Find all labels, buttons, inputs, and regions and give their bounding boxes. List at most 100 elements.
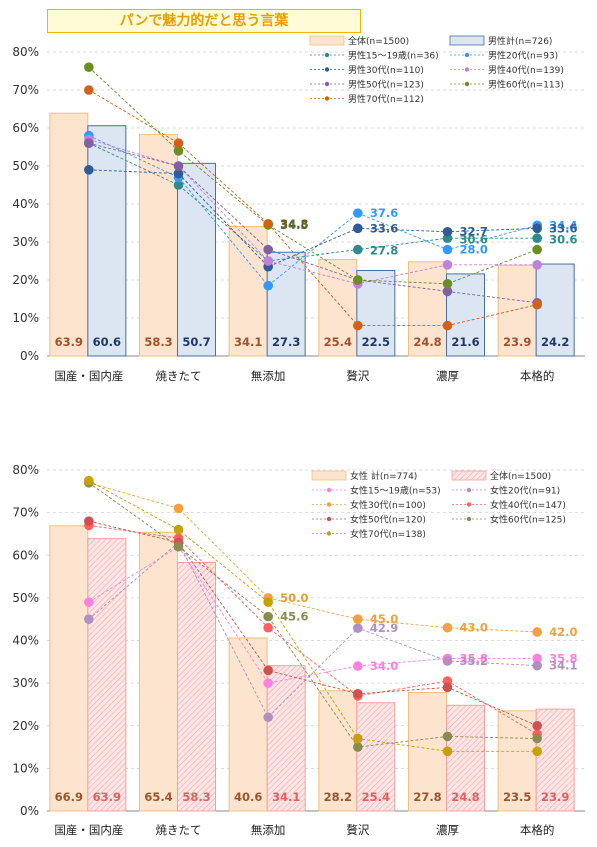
series-point xyxy=(263,665,273,676)
series-point xyxy=(263,244,273,255)
category-label: 無添加 xyxy=(251,369,286,383)
point-annotation: 35.2 xyxy=(460,654,488,668)
series-point xyxy=(263,597,273,607)
legend-label: 全体(n=1500) xyxy=(490,470,551,482)
series-point xyxy=(353,320,363,331)
bar-value-label: 34.1 xyxy=(234,335,262,349)
series-point xyxy=(84,516,94,526)
series-point xyxy=(84,165,94,175)
point-annotation: 34.4 xyxy=(549,218,577,232)
bar xyxy=(356,702,396,812)
point-annotation: 35.8 xyxy=(549,651,577,665)
series-point xyxy=(84,597,94,607)
bar xyxy=(87,538,127,812)
bar-value-label: 21.6 xyxy=(451,335,479,349)
bar xyxy=(408,261,447,357)
y-tick-label: 0% xyxy=(20,349,39,363)
bar-value-label: 27.3 xyxy=(272,335,300,349)
y-tick-label: 60% xyxy=(12,548,39,562)
legend-label: 男性70代(n=112) xyxy=(348,93,424,105)
series-point xyxy=(173,146,184,156)
legend-label: 男性計(n=726) xyxy=(488,35,552,47)
legend: 女性 計(n=774) 全体(n=1500) 女性15～19歳(n=53) 女性20代… xyxy=(311,470,566,540)
y-tick-label: 20% xyxy=(12,273,39,287)
bar xyxy=(497,710,537,812)
series-point xyxy=(532,299,542,310)
series-line xyxy=(88,135,538,287)
series-point xyxy=(173,138,184,148)
legend-marker xyxy=(464,52,470,58)
series-line xyxy=(88,480,538,752)
legend-label: 女性40代(n=147) xyxy=(490,499,566,511)
legend-marker xyxy=(326,487,332,493)
series-point xyxy=(173,524,184,535)
point-annotation: 34.8 xyxy=(280,217,308,231)
legend-label: 女性20代(n=91) xyxy=(490,485,560,497)
legend-label: 男性50代(n=123) xyxy=(348,79,424,91)
bar-value-label: 50.7 xyxy=(182,335,210,349)
point-annotation: 50.0 xyxy=(280,591,308,605)
series-line xyxy=(88,66,538,285)
y-tick-label: 80% xyxy=(12,463,39,477)
y-tick-label: 0% xyxy=(20,804,39,818)
bar xyxy=(535,708,575,812)
legend-marker xyxy=(324,52,330,58)
bar xyxy=(446,273,485,357)
bar xyxy=(177,162,216,357)
bar xyxy=(408,692,447,812)
legend-marker xyxy=(466,516,472,522)
legend-label: 全体(n=1500) xyxy=(348,35,409,47)
bar-value-label: 23.5 xyxy=(503,790,531,804)
category-label: 国産・国内産 xyxy=(54,823,123,837)
point-annotation: 28.0 xyxy=(460,243,488,257)
point-annotation: 35.8 xyxy=(460,651,488,665)
bar-value-label: 40.6 xyxy=(234,790,262,804)
legend: 全体(n=1500) 男性計(n=726) 男性15～19歳(n=36) 男性20代(… xyxy=(309,35,564,105)
legend-marker xyxy=(326,531,332,536)
legend-marker xyxy=(324,81,330,87)
y-tick-label: 20% xyxy=(12,719,39,733)
bar xyxy=(139,133,178,357)
category-label: 本格的 xyxy=(520,369,555,383)
legend-label: 男性40代(n=139) xyxy=(488,64,564,76)
series-point xyxy=(263,712,273,723)
point-annotation: 30.6 xyxy=(460,233,488,247)
series-point xyxy=(263,678,273,688)
bar-value-label: 65.4 xyxy=(144,790,172,804)
y-tick-label: 30% xyxy=(12,676,39,690)
point-annotation: 42.9 xyxy=(370,621,398,635)
series-point xyxy=(532,733,542,744)
category-label: 国産・国内産 xyxy=(54,369,123,383)
bar-value-label: 34.1 xyxy=(272,790,300,804)
series-point xyxy=(442,320,453,331)
series-point xyxy=(173,180,184,190)
series-point xyxy=(353,688,363,699)
series-point xyxy=(442,731,453,742)
bar-value-label: 58.3 xyxy=(144,335,172,349)
legend-label: 女性60代(n=125) xyxy=(490,514,566,526)
y-tick-label: 10% xyxy=(12,761,39,775)
bar xyxy=(177,561,216,812)
series-point xyxy=(84,138,94,148)
category-label: 贅沢 xyxy=(346,823,369,837)
series-point xyxy=(263,280,273,291)
series-line xyxy=(88,89,538,327)
legend-label: 女性70代(n=138) xyxy=(350,528,426,540)
legend-label: 男性15～19歳(n=36) xyxy=(348,50,439,62)
bar xyxy=(266,665,306,812)
legend-marker xyxy=(324,67,330,72)
category-label: 焼きたて xyxy=(156,823,202,837)
series-point xyxy=(442,746,453,757)
series-point xyxy=(442,656,453,666)
legend-marker xyxy=(464,67,470,72)
point-annotation: 33.6 xyxy=(370,221,398,235)
bar xyxy=(228,637,268,812)
series-point xyxy=(353,742,363,752)
category-label: 無添加 xyxy=(251,823,286,837)
y-tick-label: 40% xyxy=(12,197,39,211)
bar-value-label: 24.8 xyxy=(413,335,441,349)
series-point xyxy=(353,223,363,234)
bar-value-label: 60.6 xyxy=(93,335,121,349)
series-line xyxy=(88,541,538,718)
y-tick-label: 50% xyxy=(12,591,39,605)
